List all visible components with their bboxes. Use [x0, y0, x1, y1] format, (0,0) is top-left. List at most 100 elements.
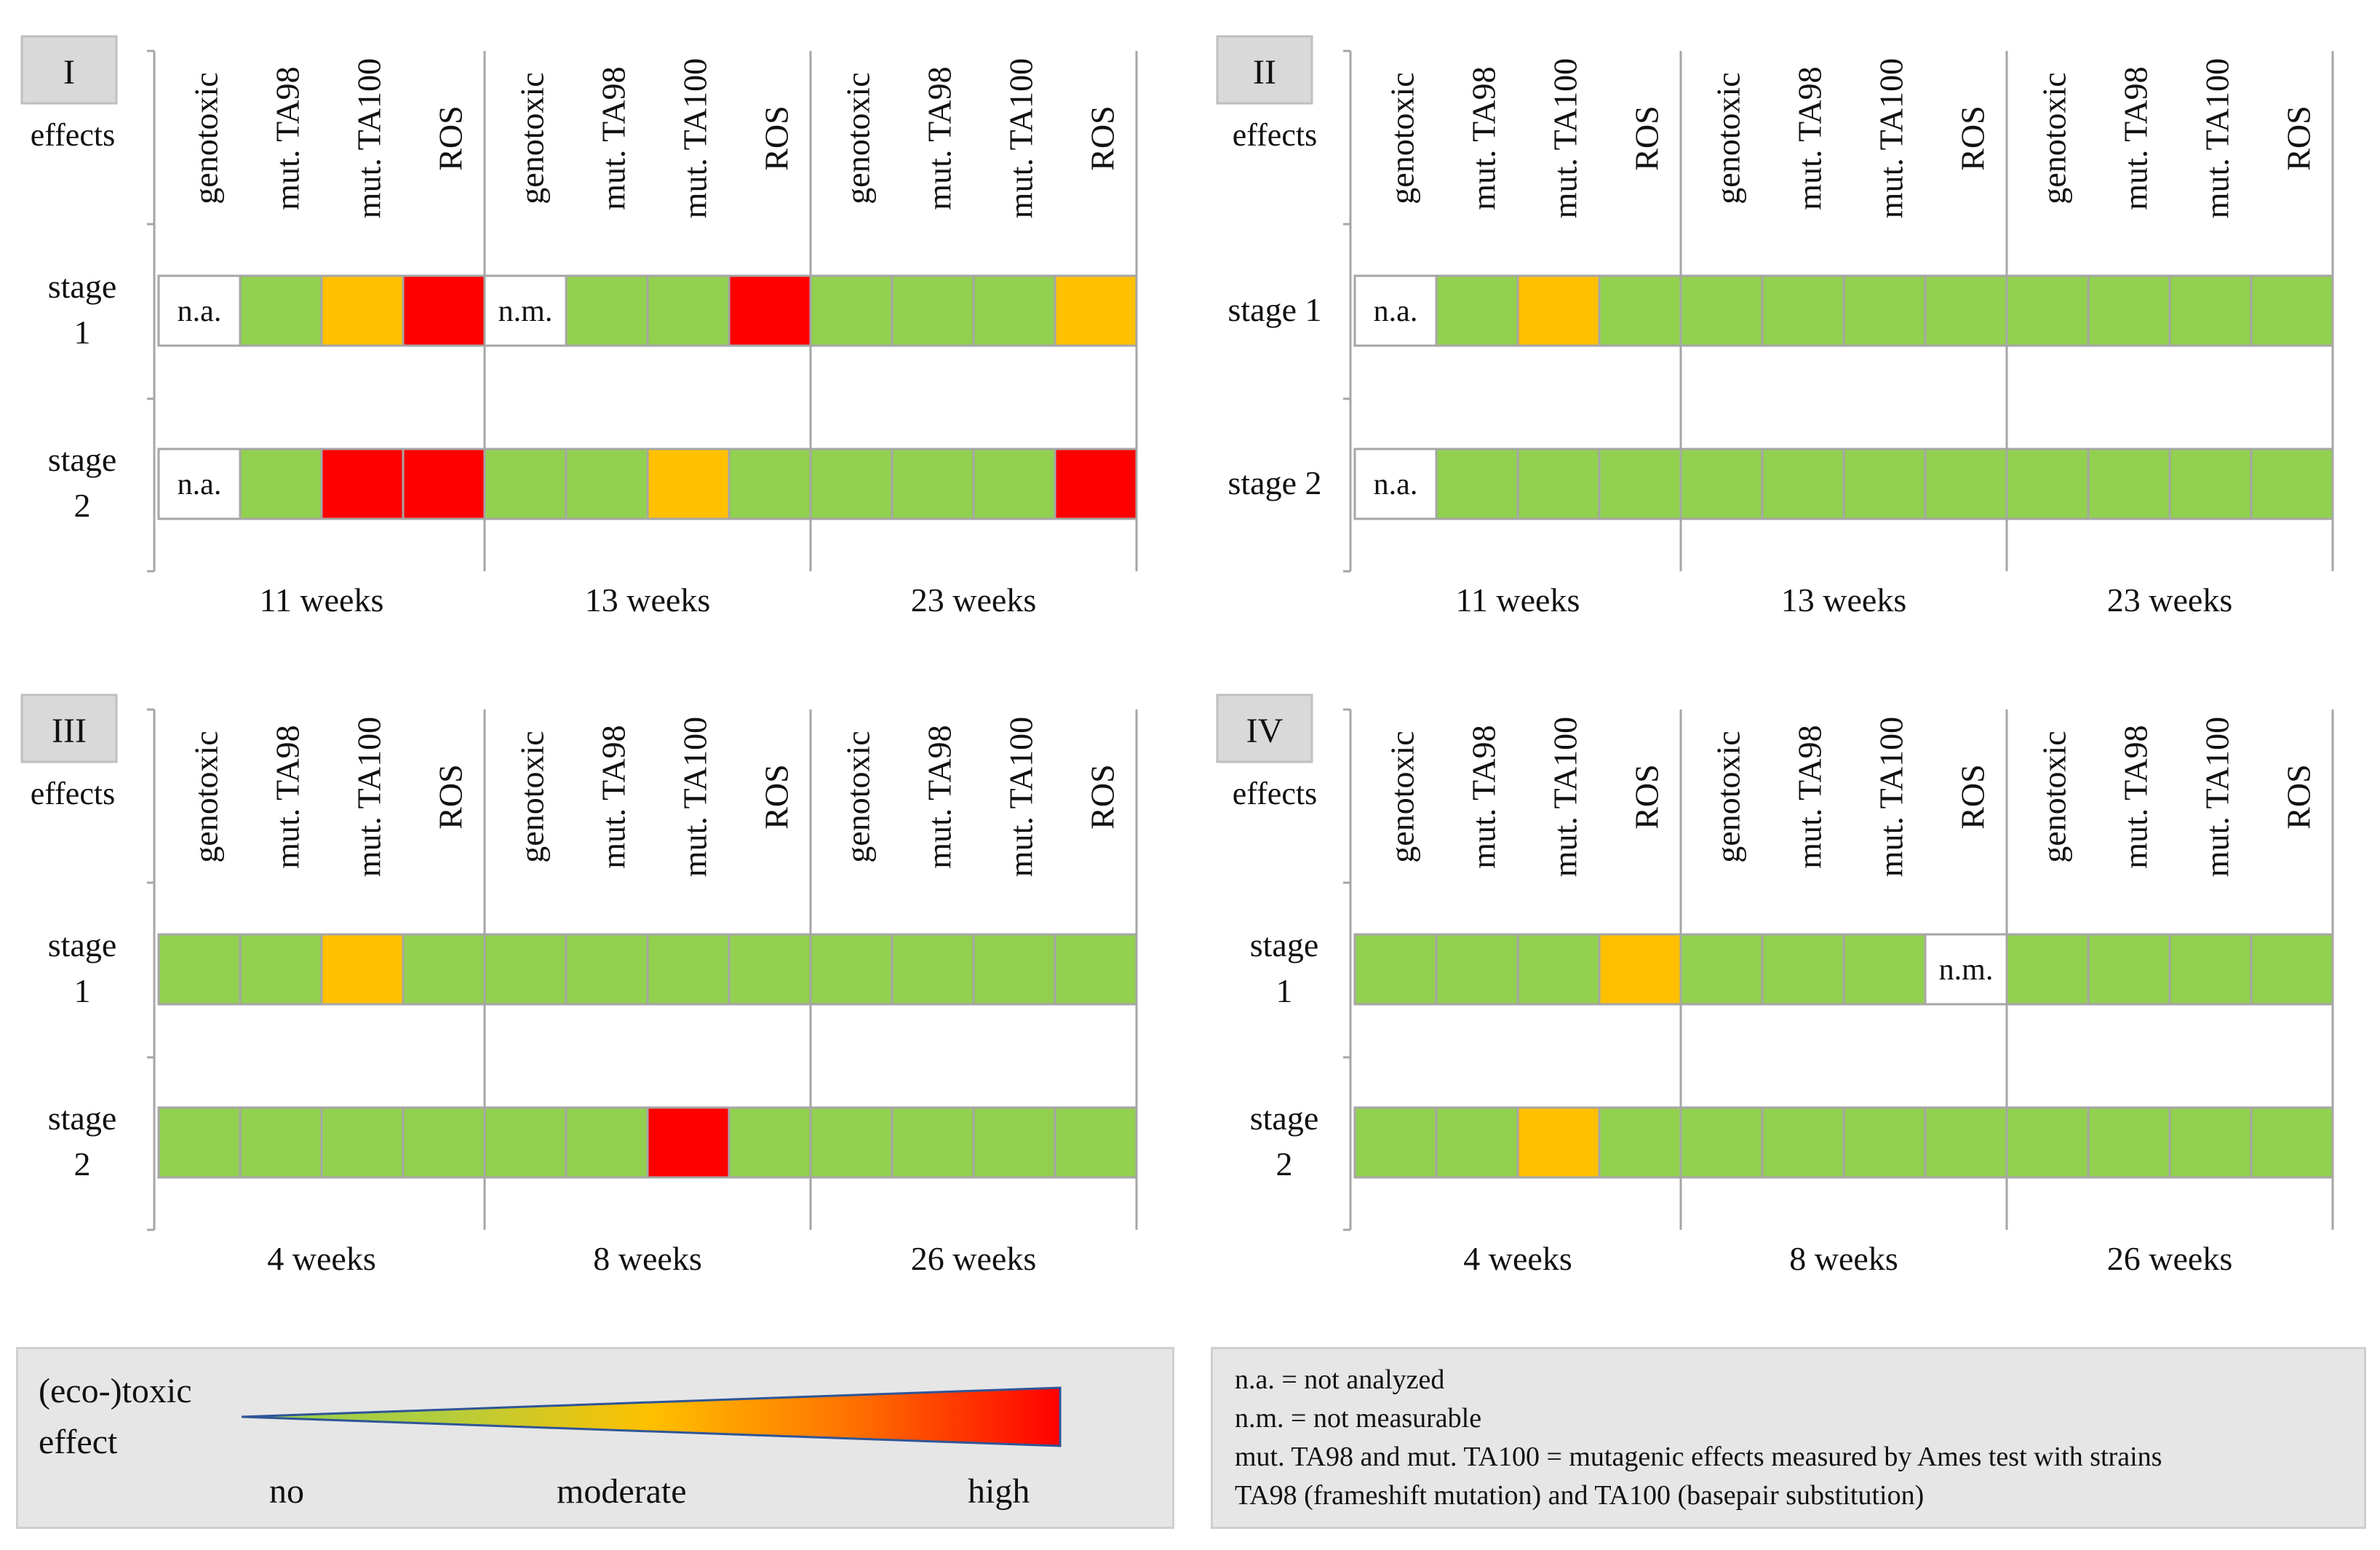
heatmap-cell: [1518, 1108, 1599, 1177]
column-header: mut. TA98: [1465, 725, 1503, 868]
heatmap-cell: [1681, 276, 1762, 346]
heatmap-cell: [566, 934, 648, 1004]
heatmap-cell: [159, 1108, 240, 1177]
notes-box: n.a. = not analyzed n.m. = not measurabl…: [1211, 1347, 2366, 1529]
heatmap-cell: [403, 276, 485, 346]
column-header: mut. TA98: [921, 66, 958, 210]
stage-label: stage 2: [1227, 464, 1321, 501]
heatmap-cell: [648, 449, 729, 519]
column-header: mut. TA100: [351, 717, 388, 877]
cell-text-na: n.a.: [1374, 468, 1418, 501]
column-header: mut. TA100: [2199, 58, 2236, 218]
stage-label: stage: [48, 268, 117, 305]
heatmap-cell: [974, 1108, 1055, 1177]
cell-text-nm: n.m.: [1939, 953, 1994, 987]
column-header: ROS: [432, 764, 469, 829]
heatmap-cell: [1762, 1108, 1844, 1177]
column-header: ROS: [758, 106, 795, 170]
heatmap-cell: [1925, 276, 2007, 346]
column-header: mut. TA98: [1791, 725, 1828, 868]
note-na: n.a. = not analyzed: [1235, 1364, 1444, 1396]
stage-label-number: 1: [74, 314, 91, 351]
column-header: genotoxic: [1384, 731, 1421, 862]
time-group-label: 11 weeks: [1456, 581, 1580, 619]
legend-gradient-wedge: [242, 1388, 1060, 1446]
legend-high-label: high: [968, 1471, 1030, 1511]
heatmap-cell: [1436, 449, 1518, 519]
stage-label-number: 1: [1276, 972, 1293, 1009]
heatmap-cell: [1925, 1108, 2007, 1177]
heatmap-cell: [2170, 934, 2251, 1004]
heatmap-cell: [322, 276, 403, 346]
heatmap-cell: [403, 1108, 485, 1177]
column-header: mut. TA98: [269, 66, 306, 210]
column-header: mut. TA100: [677, 717, 714, 877]
column-header: mut. TA100: [1003, 58, 1040, 218]
heatmap-cell: [1055, 276, 1137, 346]
column-header: mut. TA98: [2117, 725, 2154, 868]
heatmap-cell: [485, 1108, 566, 1177]
column-header: ROS: [1084, 106, 1121, 170]
heatmap-cell: [729, 934, 811, 1004]
heatmap-cell: [2007, 276, 2088, 346]
time-group-label: 23 weeks: [911, 581, 1036, 619]
effects-label: effects: [31, 776, 115, 811]
heatmap-cell: [1844, 276, 1925, 346]
heatmap-cell: [322, 1108, 403, 1177]
toxicity-heatmap-figure: Ieffects genotoxic mut. TA98 mut. TA100 ROS g…: [0, 0, 2380, 1550]
column-header: mut. TA100: [1873, 717, 1910, 877]
heatmap-cell: [322, 449, 403, 519]
heatmap-cell: [403, 934, 485, 1004]
heatmap-cell: [485, 449, 566, 519]
heatmap-cell: [159, 934, 240, 1004]
heatmap-cell: [2251, 449, 2333, 519]
stage-label: stage: [1250, 926, 1319, 963]
heatmap-cell: [2251, 1108, 2333, 1177]
heatmap-cell: [485, 934, 566, 1004]
heatmap-cell: [892, 449, 974, 519]
column-header: mut. TA100: [2199, 717, 2236, 877]
heatmap-cell: [1762, 934, 1844, 1004]
column-header: mut. TA100: [351, 58, 388, 218]
stage-label: stage: [48, 1100, 117, 1137]
heatmap-cell: [811, 934, 892, 1004]
heatmap-cell: [974, 276, 1055, 346]
heatmap-cell: [1055, 449, 1137, 519]
heatmap-cell: [811, 1108, 892, 1177]
heatmap-cell: [2088, 1108, 2170, 1177]
panel-IV: IVeffects genotoxic mut. TA98 mut. TA100 ROS…: [1217, 695, 2333, 1277]
panel-III: III effects genotoxic mut. TA98 mut. TA100 RO…: [22, 695, 1137, 1277]
heatmap-cell: [403, 449, 485, 519]
effects-label: effects: [31, 117, 115, 153]
column-header: mut. TA98: [921, 725, 958, 868]
column-header: genotoxic: [2036, 731, 2073, 862]
heatmap-cell: [240, 276, 322, 346]
heatmap-cell: [811, 449, 892, 519]
legend-moderate-label: moderate: [557, 1471, 687, 1511]
heatmap-cell: [1355, 934, 1436, 1004]
cell-text-nm: n.m.: [498, 295, 553, 328]
heatmap-cell: [1599, 276, 1681, 346]
stage-label: stage 1: [1227, 291, 1321, 328]
column-header: mut. TA98: [595, 66, 632, 210]
heatmap-cell: [322, 934, 403, 1004]
column-header: ROS: [1954, 106, 1991, 170]
heatmap-cell: [1436, 276, 1518, 346]
heatmap-cell: [1518, 934, 1599, 1004]
stage-label: stage: [48, 441, 117, 478]
heatmap-cell: [1599, 449, 1681, 519]
heatmap-cell: [2088, 934, 2170, 1004]
heatmap-cell: [1925, 449, 2007, 519]
heatmap-cell: [2007, 934, 2088, 1004]
heatmap-cell: [1762, 449, 1844, 519]
heatmap-cell: [1681, 1108, 1762, 1177]
heatmap-cell: [2088, 276, 2170, 346]
heatmap-cell: [729, 1108, 811, 1177]
panel-II: II effects genotoxic mut. TA98 mut. TA100 ROS…: [1217, 36, 2333, 619]
note-mut-def-1: mut. TA98 and mut. TA100 = mutagenic eff…: [1235, 1441, 2162, 1473]
column-header: mut. TA100: [1547, 58, 1584, 218]
effects-label: effects: [1233, 117, 1317, 153]
heatmap-cell: [729, 449, 811, 519]
heatmap-cell: [648, 276, 729, 346]
heatmap-cell: [1844, 449, 1925, 519]
